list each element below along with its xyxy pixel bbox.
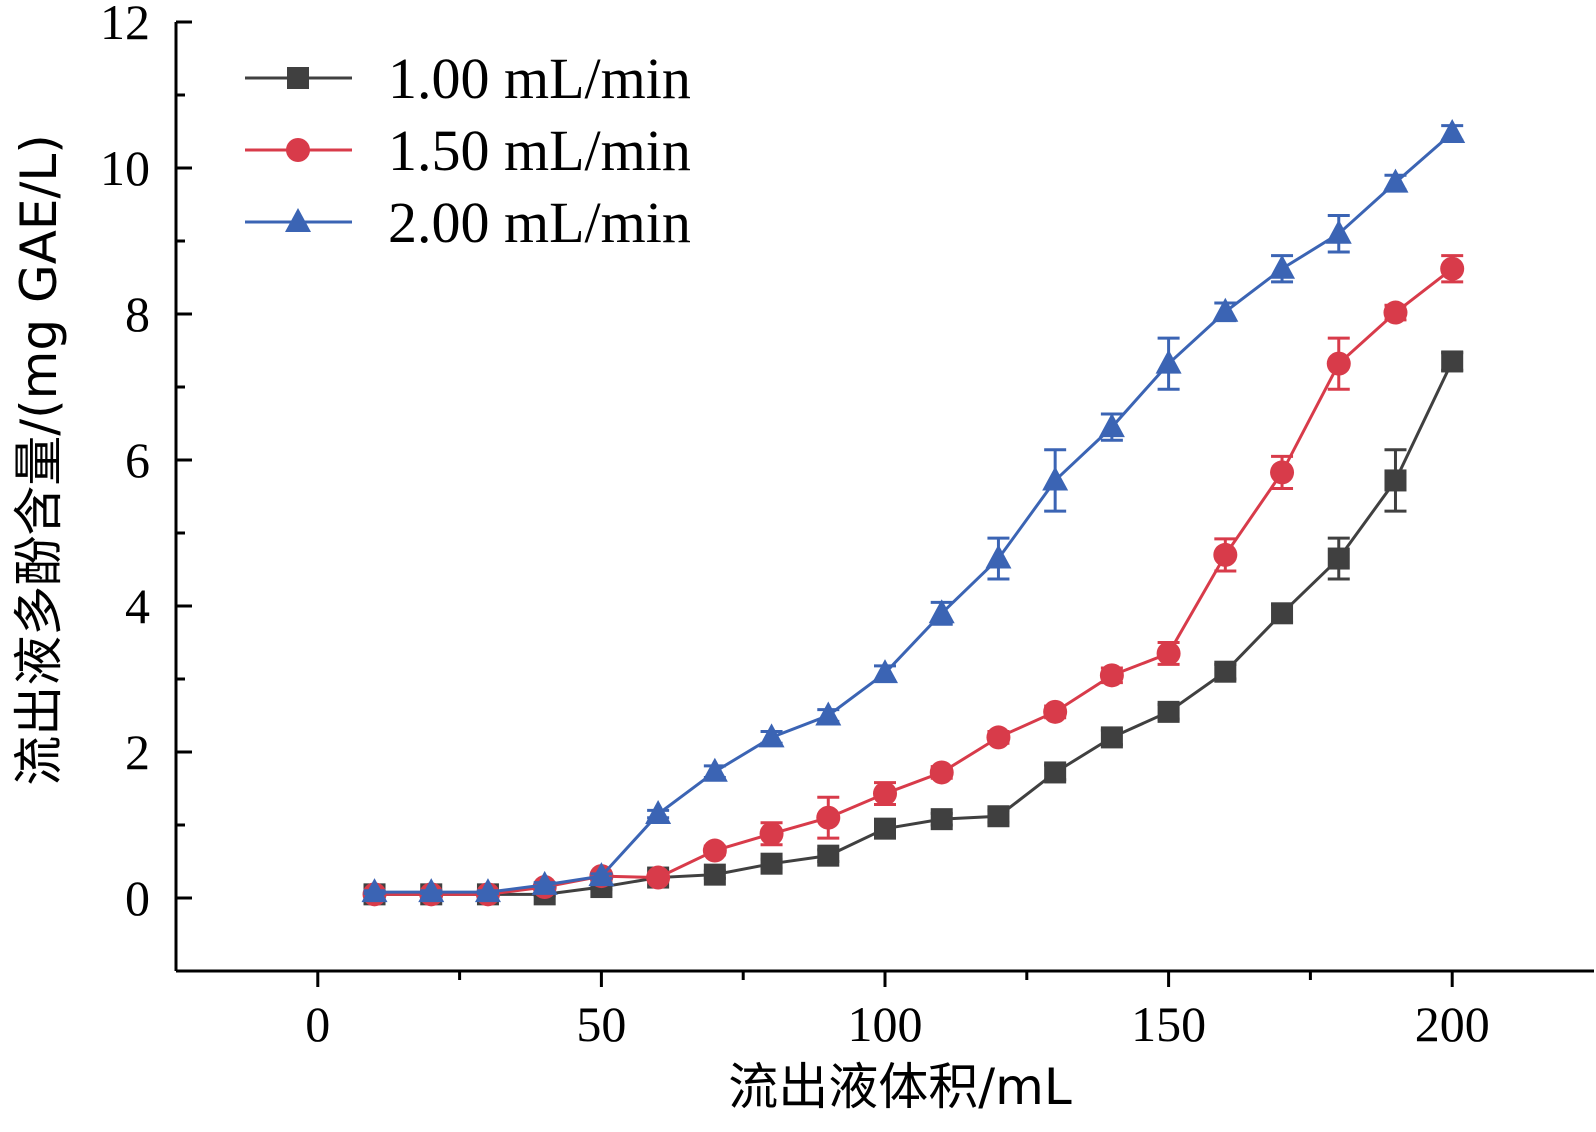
data-point: [1155, 349, 1182, 374]
y-tick-label: 4: [125, 578, 150, 634]
data-point: [1157, 700, 1180, 723]
data-point: [760, 852, 783, 875]
x-tick-label: 150: [1131, 996, 1206, 1052]
y-tick-label: 0: [125, 870, 150, 926]
x-tick-label: 100: [848, 996, 923, 1052]
data-point: [703, 863, 726, 886]
data-point: [646, 865, 671, 890]
data-point: [1099, 663, 1124, 688]
series-2: [361, 118, 1466, 903]
data-point: [1043, 699, 1068, 724]
data-point: [1325, 219, 1352, 244]
data-point: [588, 862, 615, 887]
legend-marker: [286, 138, 310, 162]
data-point: [702, 838, 727, 863]
data-point: [1326, 351, 1351, 376]
legend-entry: 1.50 mL/min: [245, 118, 691, 183]
y-tick-label: 8: [125, 286, 150, 342]
y-axis-ticks: 0 2 4 6 8 10 12: [100, 0, 192, 926]
data-point: [987, 805, 1010, 828]
data-point: [816, 805, 841, 830]
data-point: [1382, 168, 1409, 193]
x-axis-title: 流出液体积/mL: [728, 1058, 1072, 1116]
y-tick-label: 6: [125, 432, 150, 488]
data-point: [1327, 547, 1350, 570]
data-point: [874, 817, 896, 840]
x-tick-label: 200: [1415, 996, 1490, 1052]
data-point: [1100, 726, 1123, 749]
data-point: [872, 659, 898, 684]
x-tick-label: 50: [576, 996, 626, 1052]
data-point: [1213, 542, 1238, 567]
data-point: [1270, 460, 1295, 485]
series-line: [374, 267, 1454, 896]
data-point: [645, 800, 672, 825]
data-point: [985, 544, 1012, 569]
legend-marker: [285, 208, 311, 232]
data-point: [759, 821, 784, 846]
legend-label: 2.00 mL/min: [388, 190, 691, 255]
data-point: [930, 808, 953, 831]
series-layer: [361, 118, 1466, 907]
x-tick-label: 0: [305, 996, 330, 1052]
y-axis-title: 流出液多酚含量/(mg GAE/L): [10, 134, 68, 785]
series-1: [362, 254, 1465, 907]
x-axis-ticks: 0 50 100 150 200: [305, 971, 1490, 1052]
y-tick-label: 10: [100, 140, 150, 196]
legend: 1.00 mL/min 1.50 mL/min 2.00 mL/min: [245, 46, 691, 255]
data-point: [361, 878, 388, 903]
series-0: [363, 350, 1464, 906]
data-point: [1440, 256, 1465, 281]
legend-label: 1.00 mL/min: [388, 46, 691, 111]
series-line: [374, 360, 1454, 896]
data-point: [1271, 602, 1294, 625]
data-point: [1441, 350, 1464, 373]
data-point: [1384, 469, 1407, 492]
data-point: [1212, 297, 1239, 322]
data-point: [1156, 641, 1181, 666]
data-point: [1042, 466, 1069, 491]
data-point: [928, 599, 955, 624]
data-point: [474, 878, 501, 903]
data-point: [1044, 761, 1067, 784]
data-point: [1383, 300, 1408, 325]
data-point: [986, 725, 1011, 750]
legend-entry: 2.00 mL/min: [245, 190, 691, 255]
data-point: [817, 844, 840, 867]
data-point: [1098, 413, 1125, 438]
y-tick-label: 12: [100, 0, 150, 50]
data-point: [701, 757, 728, 782]
legend-marker: [287, 67, 309, 89]
legend-label: 1.50 mL/min: [388, 118, 691, 183]
data-point: [1269, 254, 1296, 279]
legend-entry: 1.00 mL/min: [245, 46, 691, 111]
data-point: [531, 870, 558, 895]
data-point: [929, 760, 954, 785]
data-point: [873, 781, 897, 806]
data-point: [418, 878, 445, 903]
y-tick-label: 2: [125, 724, 150, 780]
data-point: [815, 701, 842, 726]
data-point: [1439, 118, 1466, 143]
data-point: [1214, 660, 1237, 683]
data-point: [758, 723, 785, 748]
